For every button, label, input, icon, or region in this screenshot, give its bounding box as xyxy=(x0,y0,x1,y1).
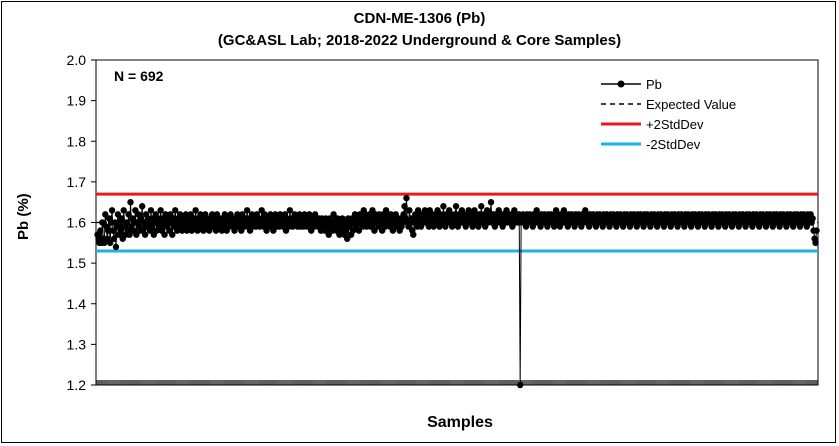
data-point xyxy=(112,243,120,251)
data-point xyxy=(133,231,140,238)
data-point xyxy=(97,227,104,234)
data-point xyxy=(106,239,114,247)
data-point xyxy=(406,207,413,214)
data-point xyxy=(138,203,146,210)
legend: Pb Expected Value +2StdDev -2StdDev xyxy=(601,77,736,152)
series-pb xyxy=(94,194,820,389)
legend-label: +2StdDev xyxy=(646,117,704,132)
data-point xyxy=(126,231,133,238)
data-point xyxy=(809,215,816,222)
data-point xyxy=(355,227,363,234)
chart-subtitle: (GC&ASL Lab; 2018-2022 Underground & Cor… xyxy=(217,32,622,49)
legend-label: Pb xyxy=(646,77,662,92)
data-point xyxy=(243,207,251,214)
y-tick-label: 1.9 xyxy=(67,93,87,109)
data-point xyxy=(487,198,495,206)
data-point xyxy=(141,231,149,238)
data-point xyxy=(108,207,116,214)
data-point xyxy=(516,381,524,389)
data-point xyxy=(104,227,112,234)
data-point xyxy=(118,215,125,222)
sample-count-annotation: N = 692 xyxy=(114,68,164,84)
data-point xyxy=(344,235,351,242)
data-point xyxy=(330,211,337,218)
data-point xyxy=(401,203,408,210)
data-point xyxy=(117,227,125,234)
data-point xyxy=(478,203,485,210)
data-point xyxy=(99,219,106,226)
data-point xyxy=(169,231,176,238)
data-point xyxy=(403,194,410,202)
data-point xyxy=(440,203,447,210)
x-tick-marks xyxy=(96,380,818,385)
y-tick-label: 1.6 xyxy=(67,215,87,231)
data-point xyxy=(813,227,820,234)
data-point xyxy=(127,198,134,206)
y-tick-label: 1.5 xyxy=(67,255,87,271)
data-point xyxy=(812,239,819,247)
x-axis-label: Samples xyxy=(427,414,493,431)
data-point xyxy=(123,219,130,226)
x-axis-ticks xyxy=(96,380,818,385)
y-tick-label: 1.7 xyxy=(67,174,87,190)
y-axis-ticks: 1.2 1.3 1.4 1.5 1.6 1.7 1.8 1.9 2.0 xyxy=(67,52,96,393)
data-point xyxy=(389,227,397,234)
data-point xyxy=(110,235,118,242)
data-point xyxy=(325,231,332,238)
data-point xyxy=(147,207,155,214)
data-point xyxy=(102,211,109,218)
chart-title: CDN-ME-1306 (Pb) xyxy=(353,10,486,27)
data-point xyxy=(172,207,179,214)
data-point xyxy=(194,227,201,234)
data-point xyxy=(125,211,132,218)
legend-marker xyxy=(617,80,625,88)
data-point xyxy=(452,203,460,210)
y-tick-label: 1.2 xyxy=(67,377,87,393)
data-point xyxy=(114,211,122,218)
data-point xyxy=(157,207,164,214)
y-tick-label: 2.0 xyxy=(67,52,87,68)
data-point xyxy=(206,227,213,234)
data-point xyxy=(286,207,294,214)
y-tick-label: 1.4 xyxy=(67,296,87,312)
legend-label: -2StdDev xyxy=(646,137,701,152)
data-point xyxy=(192,207,199,214)
legend-label: Expected Value xyxy=(646,97,736,112)
y-tick-label: 1.3 xyxy=(67,336,87,352)
data-point xyxy=(410,231,417,238)
data-point xyxy=(231,227,238,234)
data-point xyxy=(161,231,168,238)
data-point xyxy=(120,207,127,214)
y-tick-label: 1.8 xyxy=(67,133,87,149)
data-point xyxy=(414,207,422,214)
data-point xyxy=(371,227,378,234)
data-point xyxy=(109,227,117,234)
